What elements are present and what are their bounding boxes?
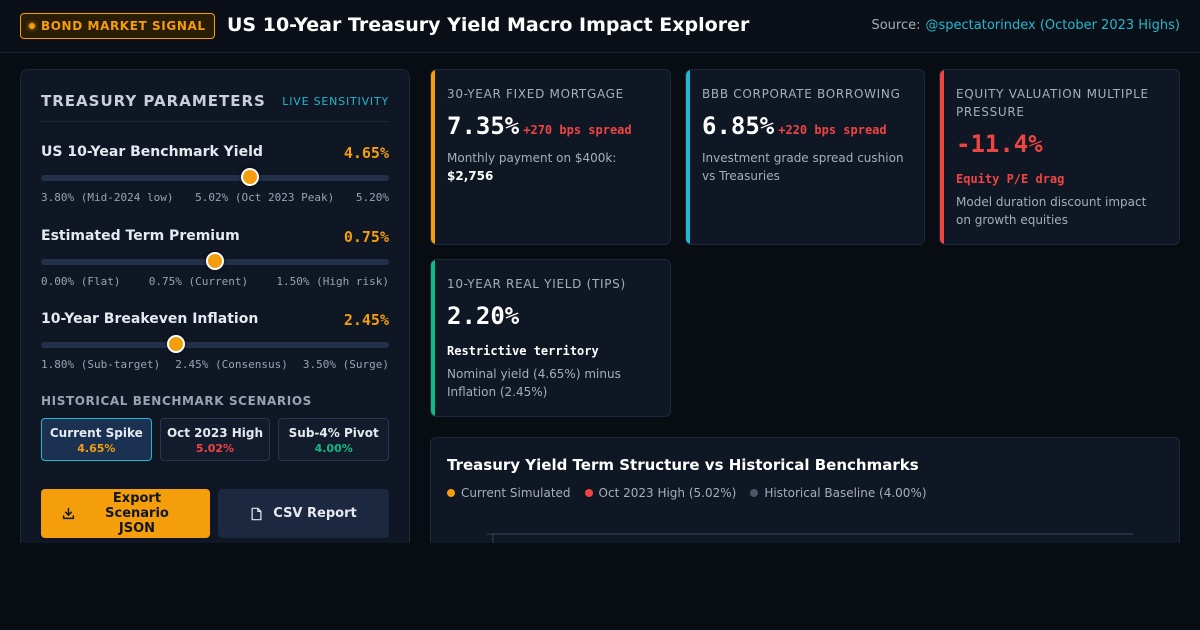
tick-label: 1.50% (High risk)	[276, 275, 389, 288]
scenario-value: 5.02%	[195, 442, 235, 455]
spread-badge: +220 bps spread	[778, 123, 887, 137]
chart-legend: Current Simulated Oct 2023 High (5.02%) …	[447, 486, 927, 500]
scenario-name: Oct 2023 High	[166, 426, 264, 440]
status-dot-icon	[29, 23, 35, 29]
app-header: BOND MARKET SIGNAL US 10-Year Treasury Y…	[0, 0, 1200, 53]
tick-label: 0.75% (Current)	[148, 275, 249, 288]
document-icon	[251, 507, 262, 520]
term-structure-chart-panel: Treasury Yield Term Structure vs Histori…	[430, 437, 1180, 558]
slider-ticks: 1.80% (Sub-target) 2.45% (Consensus) 3.5…	[41, 358, 389, 371]
mortgage-card: 30-YEAR FIXED MORTGAGE 7.35% +270 bps spr…	[430, 69, 671, 245]
card-title: 10-YEAR REAL YIELD (TIPS)	[447, 277, 626, 291]
slider-label: 10-Year Breakeven Inflation	[41, 311, 259, 327]
tick-label: 1.80% (Sub-target)	[41, 358, 161, 371]
legend-swatch	[750, 489, 759, 497]
scenario-sub-4-pivot-button[interactable]: Sub-4% Pivot 4.00%	[278, 418, 390, 461]
tick-label: 2.45% (Consensus)	[175, 358, 288, 371]
slider-track[interactable]	[41, 175, 389, 181]
status-label: Restrictive territory	[447, 344, 599, 358]
tick-label: 0.00% (Flat)	[41, 275, 121, 288]
page-title: US 10-Year Treasury Yield Macro Impact E…	[227, 14, 750, 36]
equity-valuation-card: EQUITY VALUATION MULTIPLE PRESSURE -11.4…	[939, 69, 1180, 245]
source-attribution: Source: @spectatorindex (October 2023 Hig…	[871, 18, 1180, 33]
slider-track[interactable]	[41, 342, 389, 348]
slider-value: 2.45%	[343, 311, 389, 329]
live-sensitivity-label: LIVE SENSITIVITY	[282, 95, 389, 108]
legend-label: Current Simulated	[461, 486, 571, 500]
download-icon	[62, 507, 75, 520]
chart-title: Treasury Yield Term Structure vs Histori…	[447, 456, 919, 474]
csv-report-button[interactable]: CSV Report	[218, 489, 389, 538]
tick-label: 3.50% (Surge)	[302, 358, 389, 371]
card-title: 30-YEAR FIXED MORTGAGE	[447, 87, 624, 101]
scenario-oct-2023-high-button[interactable]: Oct 2023 High 5.02%	[159, 418, 271, 461]
export-scenario-json-button[interactable]: Export Scenario JSON	[41, 489, 210, 538]
corporate-borrowing-card: BBB CORPORATE BORROWING 6.85% +220 bps sp…	[685, 69, 925, 245]
legend-label: Oct 2023 High (5.02%)	[598, 486, 737, 500]
card-accent-bar	[431, 260, 435, 416]
card-title: BBB CORPORATE BORROWING	[702, 87, 901, 101]
term-premium-slider-handle[interactable]	[206, 252, 224, 270]
status-label: Equity P/E drag	[956, 172, 1065, 186]
csv-label: CSV Report	[273, 506, 357, 521]
tick-label: 5.02% (Oct 2023 Peak)	[195, 191, 335, 204]
legend-item: Oct 2023 High (5.02%)	[584, 486, 737, 500]
card-value: -11.4%	[956, 130, 1043, 158]
tick-label: 3.80% (Mid-2024 low)	[41, 191, 174, 204]
chart-plot-area	[487, 533, 1133, 558]
real-yield-card: 10-YEAR REAL YIELD (TIPS) 2.20% Restrict…	[430, 259, 671, 417]
legend-swatch	[447, 489, 455, 497]
card-value: 2.20%	[447, 302, 520, 330]
action-buttons: Export Scenario JSON CSV Report	[41, 489, 389, 538]
legend-swatch	[584, 489, 593, 497]
legend-item: Current Simulated	[447, 486, 571, 500]
treasury-parameters-panel: TREASURY PARAMETERS LIVE SENSITIVITY US …	[20, 69, 410, 549]
scenarios-heading: HISTORICAL BENCHMARK SCENARIOS	[41, 394, 312, 408]
slider-value: 4.65%	[343, 144, 389, 162]
scenario-name: Sub-4% Pivot	[288, 426, 379, 440]
payment-label: Monthly payment on $400k:	[447, 151, 617, 165]
badge-label: BOND MARKET SIGNAL	[41, 19, 206, 33]
scenario-buttons: Current Spike 4.65% Oct 2023 High 5.02% …	[41, 418, 390, 461]
card-accent-bar	[940, 70, 944, 244]
card-value-row: 6.85% +220 bps spread	[702, 112, 887, 140]
slider-ticks: 3.80% (Mid-2024 low) 5.02% (Oct 2023 Pea…	[41, 191, 389, 204]
payment-amount: $2,756	[447, 168, 494, 183]
card-description: Monthly payment on $400k: $2,756	[447, 150, 656, 185]
card-value: 7.35%	[447, 112, 520, 140]
scenario-name: Current Spike	[49, 426, 143, 440]
card-value: 6.85%	[702, 112, 775, 140]
benchmark-yield-slider-handle[interactable]	[241, 168, 259, 186]
legend-item: Historical Baseline (4.00%)	[750, 486, 927, 500]
card-description: Nominal yield (4.65%) minus Inflation (2…	[447, 367, 621, 399]
scenario-value: 4.00%	[314, 442, 353, 455]
tick-label: 5.20%	[355, 191, 389, 204]
panel-header: TREASURY PARAMETERS LIVE SENSITIVITY	[41, 92, 389, 122]
slider-ticks: 0.00% (Flat) 0.75% (Current) 1.50% (High…	[41, 275, 389, 288]
spread-badge: +270 bps spread	[523, 123, 632, 137]
slider-label: US 10-Year Benchmark Yield	[41, 144, 263, 160]
card-description: Model duration discount impact on growth…	[956, 195, 1147, 227]
breakeven-inflation-slider-handle[interactable]	[167, 335, 185, 353]
slider-value: 0.75%	[343, 228, 389, 246]
scenario-value: 4.65%	[77, 442, 116, 455]
card-description: Investment grade spread cushion vs Treas…	[702, 151, 904, 183]
viewport-background	[0, 543, 1200, 630]
scenario-current-spike-button[interactable]: Current Spike 4.65%	[41, 418, 152, 461]
source-link[interactable]: @spectatorindex (October 2023 Highs)	[925, 18, 1181, 33]
card-title: EQUITY VALUATION MULTIPLE PRESSURE	[956, 87, 1149, 119]
legend-label: Historical Baseline (4.00%)	[764, 486, 927, 500]
panel-title: TREASURY PARAMETERS	[41, 92, 266, 110]
slider-label: Estimated Term Premium	[41, 228, 240, 244]
signal-badge: BOND MARKET SIGNAL	[20, 13, 215, 39]
card-accent-bar	[686, 70, 690, 244]
export-label: Export Scenario JSON	[105, 491, 169, 536]
card-value-row: 7.35% +270 bps spread	[447, 112, 632, 140]
source-label: Source:	[871, 18, 921, 33]
card-accent-bar	[431, 70, 435, 244]
